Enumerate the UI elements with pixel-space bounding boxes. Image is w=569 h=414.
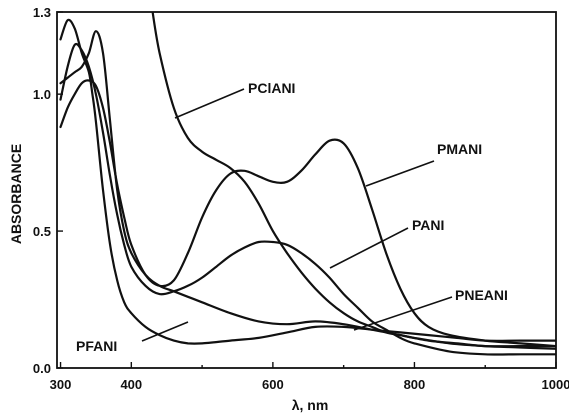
axis-ticks: 300 400 600 800 1000 0.0 0.5 1.0 1.3: [33, 5, 569, 392]
y-tick-label: 0.0: [33, 361, 51, 376]
x-tick-label: 400: [120, 377, 142, 392]
y-axis-title: ABSORBANCE: [8, 144, 24, 244]
y-tick-label: 1.0: [33, 87, 51, 102]
leader-line-pmani: [365, 160, 435, 187]
series-label-pclani: PClANI: [248, 80, 295, 96]
x-tick-label: 300: [50, 377, 72, 392]
y-tick-label: 1.3: [33, 5, 51, 20]
x-tick-label: 800: [404, 377, 426, 392]
leader-line-pani: [329, 227, 409, 269]
curve-pfani: [59, 18, 556, 345]
curve-pmani: [59, 79, 556, 348]
series-label-pani: PANI: [412, 217, 444, 233]
curve-pani: [59, 42, 556, 356]
leader-line-pneani: [353, 296, 453, 331]
series-annotations: PClANI PMANI PANI PNEANI PFANI: [76, 80, 508, 354]
x-tick-label: 1000: [542, 377, 569, 392]
y-tick-label: 0.5: [33, 224, 51, 239]
series-label-pneani: PNEANI: [455, 287, 508, 303]
series-label-pfani: PFANI: [76, 338, 117, 354]
x-tick-label: 600: [262, 377, 284, 392]
plot-frame: [56, 11, 557, 369]
x-axis-title: λ, nm: [292, 397, 329, 413]
leader-line-pfani: [141, 321, 189, 342]
plot-area: [56, 11, 557, 369]
series-label-pmani: PMANI: [437, 141, 482, 157]
curve-pneani: [59, 30, 556, 348]
leader-line-pclani: [174, 88, 245, 119]
series-curves: [59, 12, 556, 356]
